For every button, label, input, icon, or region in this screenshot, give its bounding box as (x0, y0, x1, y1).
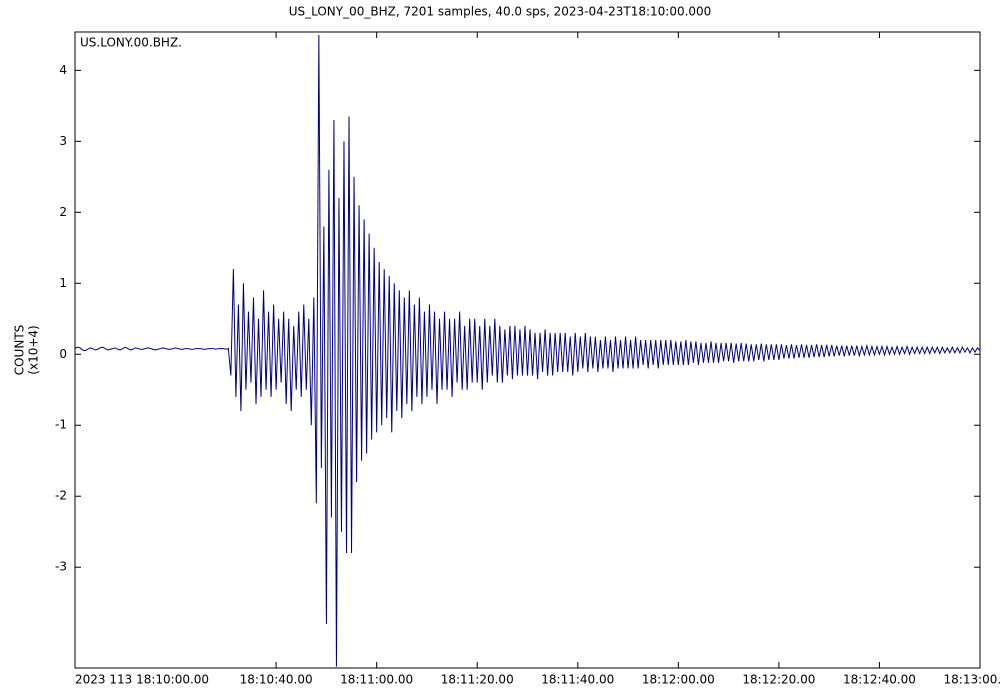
x-tick-label: 18:11:00.00 (340, 673, 413, 687)
y-tick-label: 3 (59, 134, 67, 148)
y-tick-label: 2 (59, 205, 67, 219)
x-tick-label: 18:11:20.00 (441, 673, 514, 687)
x-tick-label: 18:12:00.00 (642, 673, 715, 687)
x-tick-label: 18:12:20.00 (742, 673, 815, 687)
y-tick-label: 1 (59, 276, 67, 290)
y-tick-label: 4 (59, 63, 67, 77)
y-tick-label: 0 (59, 347, 67, 361)
chart-title: US_LONY_00_BHZ, 7201 samples, 40.0 sps, … (289, 5, 712, 19)
x-tick-label: 18:11:40.00 (541, 673, 614, 687)
y-axis-label: COUNTS (13, 325, 27, 376)
plot-frame (74, 31, 981, 669)
y-tick-label: -3 (55, 560, 67, 574)
waveform (74, 34, 981, 667)
y-tick-label: -2 (55, 489, 67, 503)
x-tick-label: 18:13:00.00 (944, 673, 1000, 687)
y-axis-label: (x10+4) (27, 325, 41, 374)
y-tick-label: -1 (55, 418, 67, 432)
x-tick-label: 2023 113 18:10:00.00 (75, 673, 209, 687)
x-tick-label: 18:12:40.00 (843, 673, 916, 687)
annotation: US.LONY.00.BHZ. (80, 36, 182, 50)
x-tick-label: 18:10:40.00 (240, 673, 313, 687)
